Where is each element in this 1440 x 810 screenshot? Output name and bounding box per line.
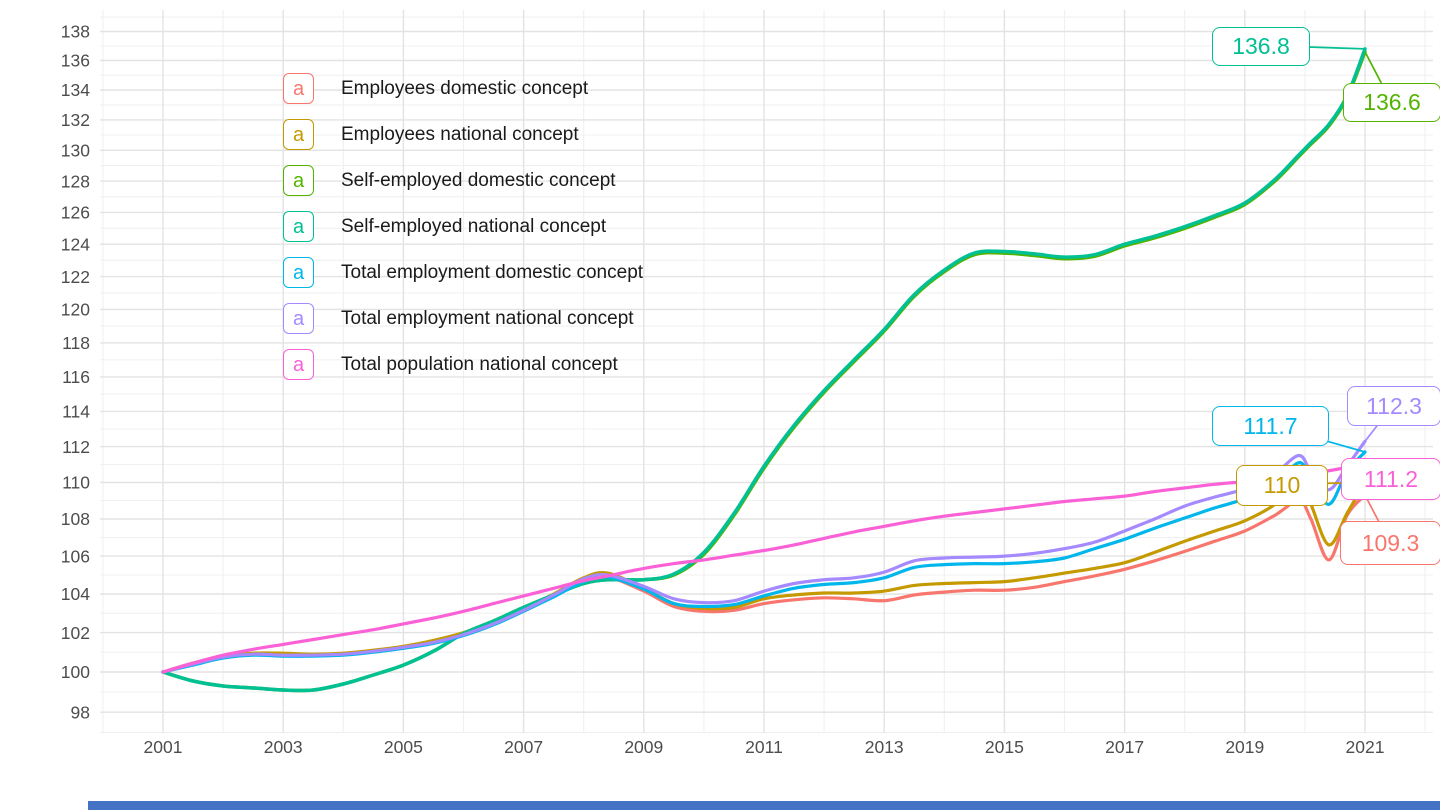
y-axis-tick-label: 100: [61, 662, 90, 682]
x-axis-tick-label: 2019: [1225, 737, 1264, 757]
y-axis-tick-label: 134: [61, 80, 90, 100]
grid-major: [100, 10, 1433, 733]
y-axis-tick-label: 114: [62, 402, 90, 422]
grid-minor: [100, 10, 1433, 734]
x-axis-tick-label: 2007: [504, 737, 543, 757]
line-series-total-population-national: [161, 459, 1367, 674]
legend-label: Employees national concept: [341, 123, 579, 145]
legend-label: Self-employed national concept: [341, 215, 607, 237]
legend-key-glyph: a: [283, 73, 314, 104]
end-label-leader-self-employed-national: [1307, 46, 1366, 50]
end-value-label-self-employed-domestic: 136.6: [1343, 83, 1440, 122]
end-value-label-employees-domestic: 109.3: [1340, 521, 1440, 565]
y-axis-tick-label: 136: [61, 51, 90, 71]
y-axis-tick-label: 102: [61, 623, 90, 643]
legend-label: Employees domestic concept: [341, 77, 589, 99]
legend-item-self-employed-domestic: a Self-employed domestic concept: [283, 165, 643, 196]
legend-item-total-population-national: a Total population national concept: [283, 349, 643, 380]
legend-label: Total population national concept: [341, 353, 618, 375]
legend-key-glyph: a: [283, 303, 314, 334]
y-axis-tick-label: 128: [61, 171, 90, 191]
end-label-leader-total-employment-domestic: [1326, 440, 1366, 453]
x-axis-tick-label: 2009: [624, 737, 663, 757]
end-value-label-total-population-national: 111.2: [1341, 458, 1440, 500]
y-axis-tick-label: 122: [61, 267, 90, 287]
legend-label: Self-employed domestic concept: [341, 169, 616, 191]
legend-item-employees-domestic: a Employees domestic concept: [283, 73, 643, 104]
y-axis-tick-label: 106: [61, 546, 90, 566]
y-axis-tick-label: 130: [61, 141, 90, 161]
y-axis-tick-label: 138: [61, 22, 90, 42]
x-axis-tick-label: 2015: [985, 737, 1024, 757]
legend-key-glyph: a: [283, 257, 314, 288]
legend-key-glyph: a: [283, 211, 314, 242]
y-axis-tick-label: 124: [61, 234, 90, 254]
y-axis-tick-label: 120: [61, 300, 90, 320]
y-axis-tick-label: 104: [61, 584, 90, 604]
end-label-leader-self-employed-domestic: [1364, 51, 1383, 84]
bottom-blue-bar: [88, 801, 1440, 810]
y-axis-tick-label: 126: [61, 203, 90, 223]
x-axis-tick-label: 2011: [745, 737, 783, 757]
y-axis-tick-label: 132: [61, 110, 90, 130]
end-value-label-employees-national: 110: [1236, 465, 1328, 506]
y-axis-tick-label: 110: [62, 473, 90, 493]
chart-legend: a Employees domestic concept a Employees na…: [283, 73, 643, 395]
x-axis-tick-label: 2005: [384, 737, 423, 757]
line-series-self-employed-national: [161, 47, 1367, 693]
y-axis-tick-label: 112: [62, 437, 90, 457]
legend-label: Total employment national concept: [341, 307, 634, 329]
x-axis-tick-label: 2013: [865, 737, 904, 757]
x-axis-tick-label: 2001: [144, 737, 183, 757]
end-label-leader-total-employment-national: [1364, 423, 1380, 442]
end-value-label-self-employed-national: 136.8: [1212, 27, 1310, 66]
y-axis-tick-label: 118: [62, 333, 90, 353]
x-axis-tick-label: 2017: [1105, 737, 1144, 757]
legend-item-employees-national: a Employees national concept: [283, 119, 643, 150]
legend-key-glyph: a: [283, 349, 314, 380]
legend-item-total-employment-domestic: a Total employment domestic concept: [283, 257, 643, 288]
line-series-total-employment-national: [161, 439, 1367, 674]
end-value-label-total-employment-domestic: 111.7: [1212, 406, 1329, 446]
x-axis-tick-label: 2003: [264, 737, 303, 757]
legend-item-total-employment-national: a Total employment national concept: [283, 303, 643, 334]
end-value-label-total-employment-national: 112.3: [1347, 386, 1440, 426]
legend-item-self-employed-national: a Self-employed national concept: [283, 211, 643, 242]
y-axis-tick-label: 116: [62, 367, 90, 387]
x-axis-tick-label: 2021: [1346, 737, 1385, 757]
legend-key-glyph: a: [283, 165, 314, 196]
y-axis-tick-label: 98: [71, 702, 90, 722]
y-axis-tick-label: 108: [61, 509, 90, 529]
legend-label: Total employment domestic concept: [341, 261, 644, 283]
legend-key-glyph: a: [283, 119, 314, 150]
